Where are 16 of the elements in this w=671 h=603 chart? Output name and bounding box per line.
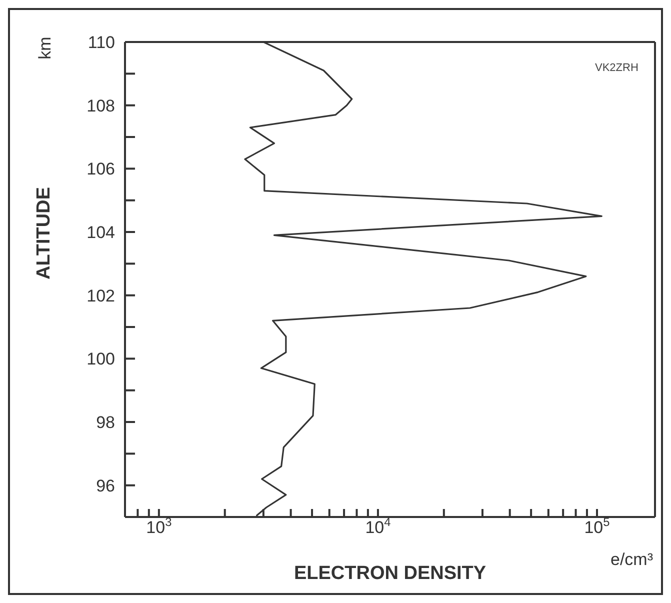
annotation: VK2ZRH bbox=[595, 62, 638, 74]
y-tick-label: 104 bbox=[86, 223, 115, 242]
y-tick-label: 102 bbox=[86, 286, 115, 306]
y-tick-label: 108 bbox=[86, 96, 115, 116]
y-axis-title: ALTITUDE bbox=[34, 186, 55, 280]
x-tick-label: 10$^{3}$ bbox=[146, 515, 172, 537]
y-tick-label: 100 bbox=[86, 350, 115, 369]
text: km bbox=[35, 36, 56, 60]
y-tick-label: 98 bbox=[96, 413, 115, 432]
y-tick-label: 110 bbox=[88, 33, 115, 52]
y-tick-label: 106 bbox=[86, 160, 115, 179]
x-axis-title: ELECTRON DENSITY bbox=[294, 563, 486, 584]
x-tick-label: 10$^{5}$ bbox=[584, 515, 610, 537]
y-tick-label: 96 bbox=[96, 476, 115, 496]
x-tick-label: 10$^{4}$ bbox=[365, 515, 392, 537]
text: e/cm³ bbox=[610, 550, 653, 570]
